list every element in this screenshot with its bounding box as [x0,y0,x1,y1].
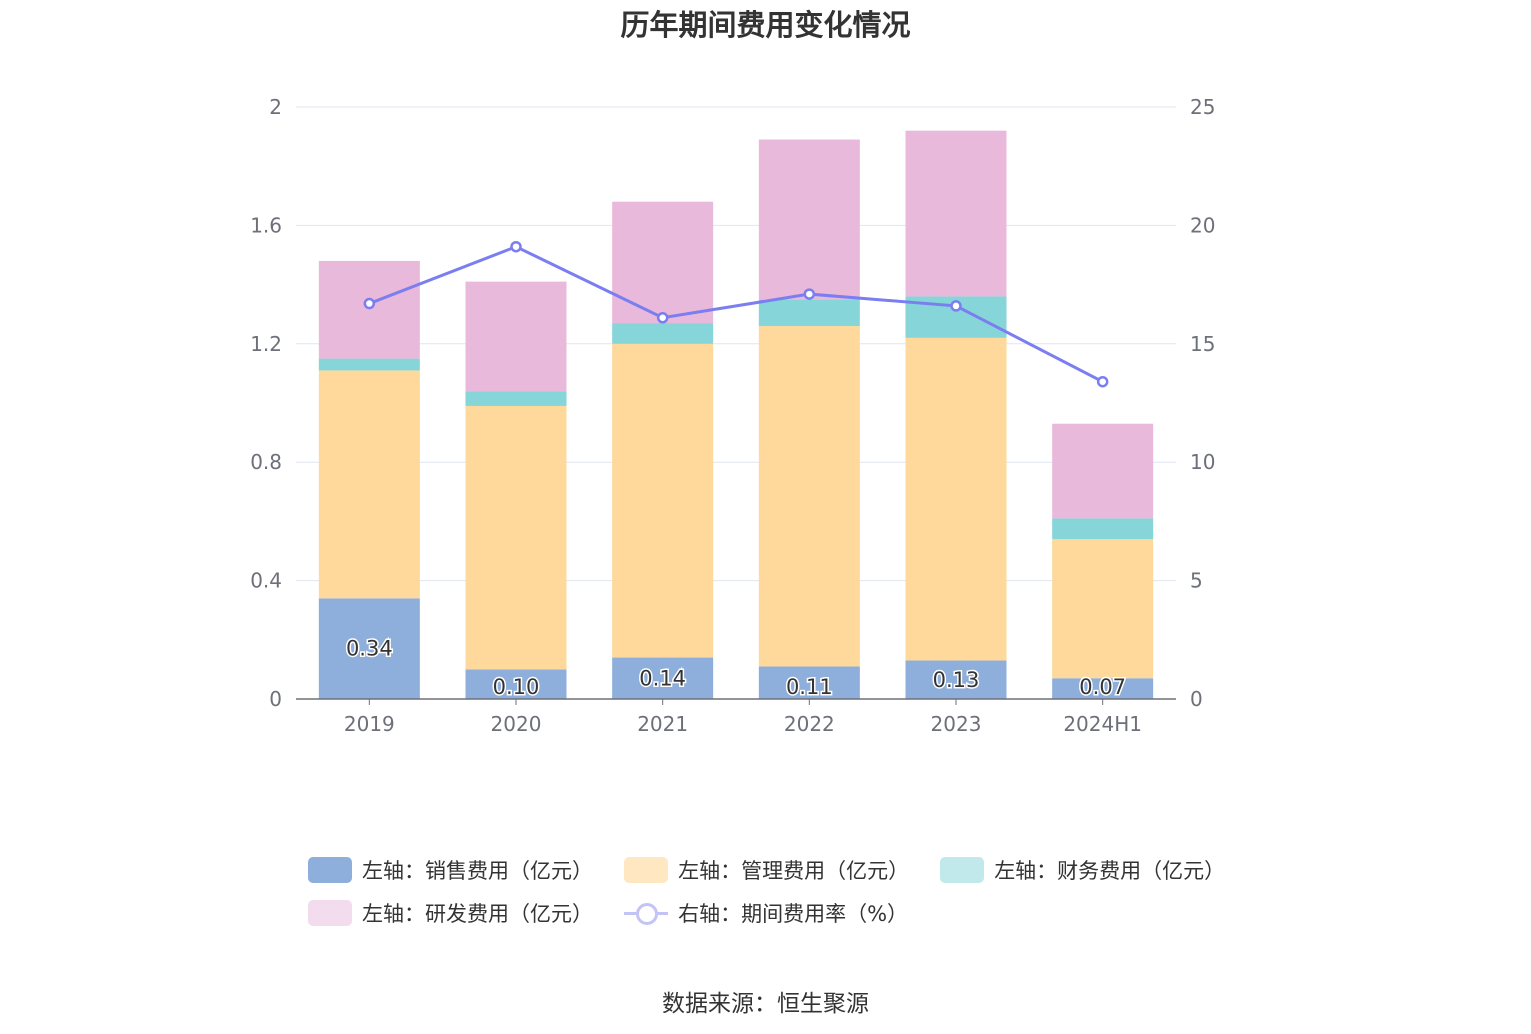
left-tick-label: 0.8 [250,450,282,474]
bar-segment [318,370,420,599]
bar-segment [1052,518,1154,540]
bar-value-label: 0.07 [1079,675,1126,699]
legend-label-finance: 左轴：财务费用（亿元） [994,858,1226,883]
bar-segment [465,669,567,699]
bar-segment [905,660,1007,699]
legend-item-rate[interactable]: 右轴：期间费用率（%） [624,891,908,934]
bar-segment [465,405,567,670]
legend: 左轴：销售费用（亿元） 左轴：管理费用（亿元） 左轴：财务费用（亿元） 左轴：研… [308,848,1268,934]
legend-item-admin[interactable]: 左轴：管理费用（亿元） [624,848,909,891]
bar-segment [758,326,860,667]
legend-label-rd: 左轴：研发费用（亿元） [362,901,593,926]
legend-swatch-sales [308,856,352,883]
bar-value-label: 0.13 [933,668,980,692]
left-tick-label: 2 [269,95,282,119]
rate-line-path [368,245,1104,384]
bars [318,130,1154,699]
bar-segment [1052,678,1154,699]
legend-swatch-rd [308,899,352,926]
rate-point [803,288,816,300]
right-tick-label: 25 [1190,95,1215,119]
left-tick-label: 0 [269,687,282,711]
bar-value-label: 0.34 [346,637,393,661]
bar-segment [318,598,420,699]
legend-item-rd[interactable]: 左轴：研发费用（亿元） [308,891,593,934]
chart-title: 历年期间费用变化情况 [620,8,911,42]
bar-segment [465,391,567,406]
x-tick-label: 2019 [344,712,395,736]
grid-lines [296,106,1176,582]
legend-label-admin: 左轴：管理费用（亿元） [678,858,910,883]
x-tick-label: 2022 [784,712,835,736]
bar-segment [612,323,714,344]
left-axis-ticks: 0 0.4 0.8 1.2 1.6 2 [250,95,282,711]
rate-point [656,312,669,324]
bar-segment [758,666,860,699]
bar-segment [612,201,714,324]
right-tick-label: 15 [1190,332,1215,356]
rate-point [1096,375,1109,388]
x-tick-label: 2023 [931,712,982,736]
bar-segment [758,299,860,327]
x-tick-label: 2020 [491,712,542,736]
bar-labels: 0.34 0.10 0.14 0.11 0.13 0.07 [344,635,1127,700]
bar-value-label: 0.14 [639,666,686,690]
bar-segment [612,657,714,699]
x-axis: 2019 2020 2021 2022 2023 2024H1 [296,698,1176,736]
rate-line [363,240,1109,388]
bar-value-label: 0.10 [493,675,540,699]
left-tick-label: 1.2 [250,332,282,356]
x-tick-label: 2021 [637,712,688,736]
rate-point [950,300,962,312]
legend-label-rate: 右轴：期间费用率（%） [678,901,909,926]
legend-swatch-admin [624,856,669,883]
bar-segment [905,337,1007,661]
left-tick-label: 1.6 [250,213,282,237]
bar-segment [905,130,1007,297]
right-tick-label: 10 [1190,450,1215,474]
bar-segment [1052,423,1154,519]
left-tick-label: 0.4 [250,569,282,593]
data-source: 数据来源：恒生聚源 [662,991,869,1017]
right-tick-label: 0 [1190,687,1203,711]
legend-line-marker-icon [624,900,669,926]
rate-point [510,240,522,253]
right-axis-ticks: 0 5 10 15 20 25 [1190,95,1215,711]
bar-segment [465,281,567,392]
bar-segment [612,343,714,658]
bar-segment [318,260,420,359]
bar-value-label: 0.11 [786,675,833,699]
bar-segment [1052,539,1154,679]
bar-segment [758,139,860,300]
bar-segment [318,358,420,371]
rate-point [363,297,376,310]
legend-label-sales: 左轴：销售费用（亿元） [362,858,593,883]
legend-swatch-finance [940,856,985,883]
right-tick-label: 20 [1190,213,1215,237]
right-tick-label: 5 [1190,569,1203,593]
x-tick-label: 2024H1 [1063,712,1142,736]
legend-item-sales[interactable]: 左轴：销售费用（亿元） [308,848,593,891]
legend-item-finance[interactable]: 左轴：财务费用（亿元） [940,848,1225,891]
